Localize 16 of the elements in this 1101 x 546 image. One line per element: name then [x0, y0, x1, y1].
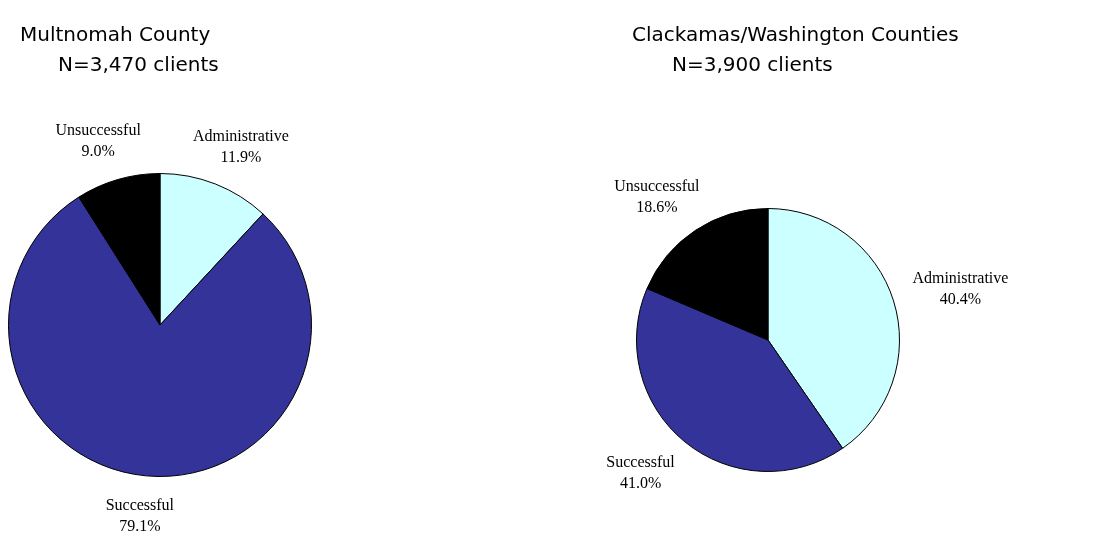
slice-label: Administrative — [192, 126, 289, 144]
chart-subtitle: N=3,900 clients — [672, 52, 833, 76]
slice-label: Unsuccessful — [614, 177, 701, 195]
data-label: 40.4% — [939, 290, 982, 308]
data-label: 9.0% — [81, 142, 115, 160]
chart-subtitle: N=3,470 clients — [58, 52, 219, 76]
slice-label: Successful — [105, 495, 175, 513]
data-label: 41.0% — [619, 474, 662, 492]
slice-label: Unsuccessful — [55, 121, 142, 139]
chart-title: Multnomah County — [20, 22, 211, 46]
slice-label: Administrative — [912, 269, 1009, 287]
data-label: 18.6% — [636, 198, 678, 216]
slice-label: Successful — [606, 453, 676, 471]
chart-title: Clackamas/Washington Counties — [632, 22, 959, 46]
data-label: 79.1% — [119, 516, 161, 534]
data-label: 11.9% — [220, 147, 262, 165]
